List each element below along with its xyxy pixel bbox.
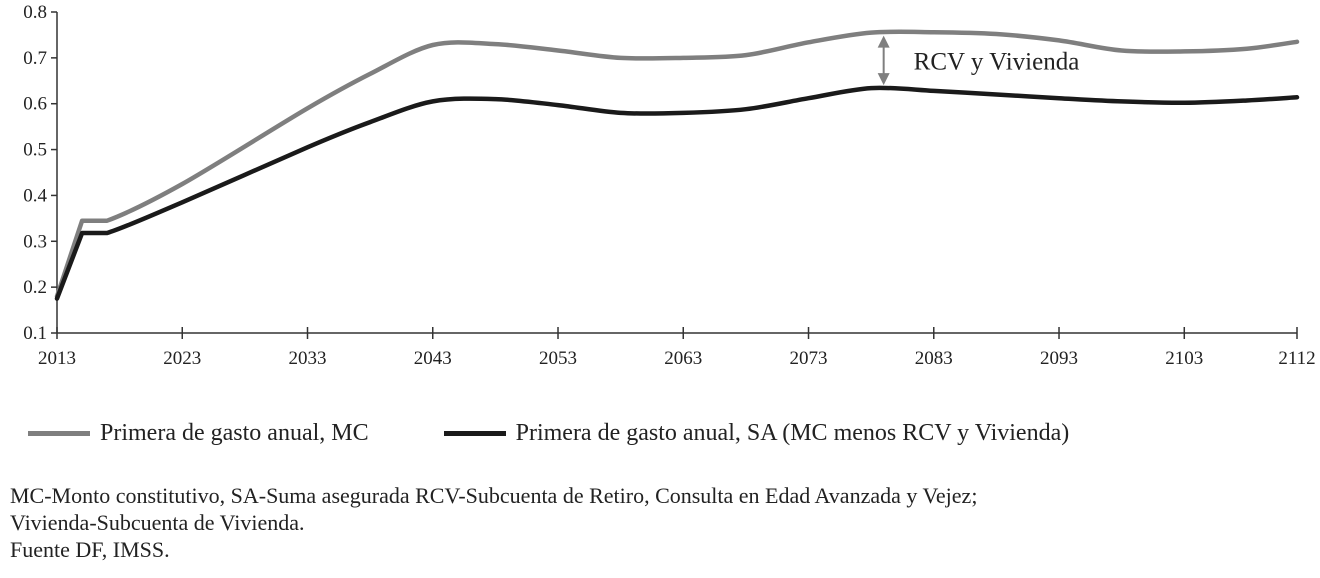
x-tick-label: 2013 bbox=[38, 348, 76, 369]
legend-swatch-sa bbox=[443, 431, 506, 436]
y-tick-label: 0.7 bbox=[23, 48, 47, 69]
y-tick-label: 0.6 bbox=[23, 94, 47, 115]
series-line-mc bbox=[54, 29, 1300, 299]
legend-label-mc: Primera de gasto anual, MC bbox=[100, 420, 369, 446]
y-tick-label: 0.5 bbox=[23, 140, 47, 161]
x-tick-label: 2093 bbox=[1040, 348, 1078, 369]
series-line-sa bbox=[54, 85, 1300, 301]
y-tick-label: 0.8 bbox=[23, 2, 47, 23]
x-tick-label: 2063 bbox=[664, 348, 702, 369]
x-tick-label: 2073 bbox=[790, 348, 828, 369]
y-tick-label: 0.3 bbox=[23, 231, 47, 252]
note-source: Fuente DF, IMSS. bbox=[10, 537, 170, 562]
x-tick-label: 2083 bbox=[915, 348, 953, 369]
note-line-2: Vivienda-Subcuenta de Vivienda. bbox=[10, 510, 305, 535]
y-tick-label: 0.4 bbox=[23, 185, 47, 206]
annotation-arrow-head-down bbox=[877, 73, 890, 86]
annotation-arrow-head-up bbox=[877, 35, 890, 48]
chart-notes: MC-Monto constitutivo, SA-Suma asegurada… bbox=[10, 482, 1310, 563]
x-tick-label: 2053 bbox=[539, 348, 577, 369]
x-tick-label: 2112 bbox=[1278, 348, 1315, 369]
legend-label-sa: Primera de gasto anual, SA (MC menos RCV… bbox=[515, 420, 1070, 446]
x-tick-label: 2103 bbox=[1165, 348, 1203, 369]
annotation-label: RCV y Vivienda bbox=[914, 48, 1080, 75]
legend-swatch-mc bbox=[28, 431, 90, 436]
x-tick-label: 2043 bbox=[414, 348, 452, 369]
x-tick-label: 2023 bbox=[163, 348, 201, 369]
y-tick-label: 0.2 bbox=[23, 277, 47, 298]
legend: Primera de gasto anual, MC Primera de ga… bbox=[28, 420, 1069, 447]
note-line-1: MC-Monto constitutivo, SA-Suma asegurada… bbox=[10, 483, 978, 508]
line-chart: 0.1 0.2 0.3 0.4 0.5 0.6 0.7 0.8 2013 2023 2033 2043… bbox=[23, 2, 1315, 369]
y-tick-label: 0.1 bbox=[23, 323, 47, 344]
legend-item-sa: Primera de gasto anual, SA (MC menos RCV… bbox=[443, 420, 1070, 447]
legend-item-mc: Primera de gasto anual, MC bbox=[28, 420, 369, 447]
x-tick-label: 2033 bbox=[289, 348, 327, 369]
